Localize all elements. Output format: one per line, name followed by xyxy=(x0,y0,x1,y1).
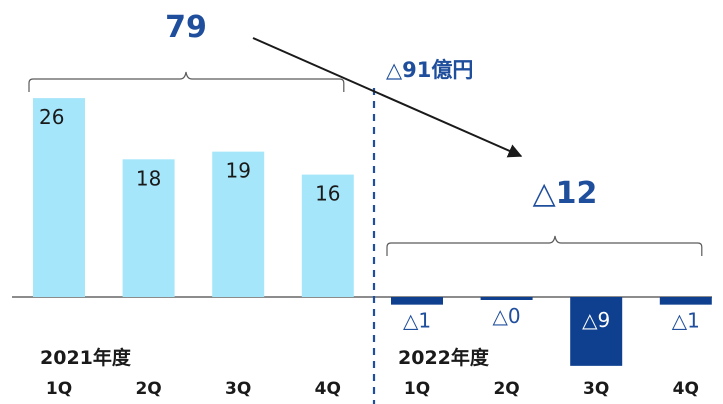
category-label: 1Q xyxy=(46,379,72,399)
category-label: 3Q xyxy=(225,379,251,399)
bar xyxy=(212,151,265,297)
bar xyxy=(33,98,85,297)
group-total-label: △12 xyxy=(533,176,598,211)
fiscal-year-label: 2022年度 xyxy=(398,346,490,369)
bar-value-label: △0 xyxy=(493,304,521,328)
bar xyxy=(122,159,175,297)
category-label: 3Q xyxy=(583,379,609,399)
bar-value-label: 16 xyxy=(315,182,340,206)
bar-value-label: 19 xyxy=(225,159,250,183)
category-label: 4Q xyxy=(673,379,699,399)
group-brace xyxy=(28,71,345,92)
fiscal-year-label: 2021年度 xyxy=(40,346,132,369)
bar-value-label: △1 xyxy=(672,309,700,333)
bar-value-label: △1 xyxy=(403,309,431,333)
category-label: 2Q xyxy=(135,379,161,399)
bar-value-label: 18 xyxy=(136,166,161,190)
change-label: △91億円 xyxy=(386,58,473,82)
bar xyxy=(570,297,623,366)
group-brace xyxy=(386,235,703,256)
bar xyxy=(301,174,354,297)
category-label: 4Q xyxy=(315,379,341,399)
bar xyxy=(391,297,443,305)
bar xyxy=(659,297,712,305)
category-label: 1Q xyxy=(404,379,430,399)
bar-value-label: 26 xyxy=(39,105,64,129)
bar xyxy=(480,297,533,300)
group-total-label: 79 xyxy=(165,10,207,45)
category-label: 2Q xyxy=(493,379,519,399)
change-arrow xyxy=(252,37,523,158)
bar-value-label: △9 xyxy=(582,308,610,332)
